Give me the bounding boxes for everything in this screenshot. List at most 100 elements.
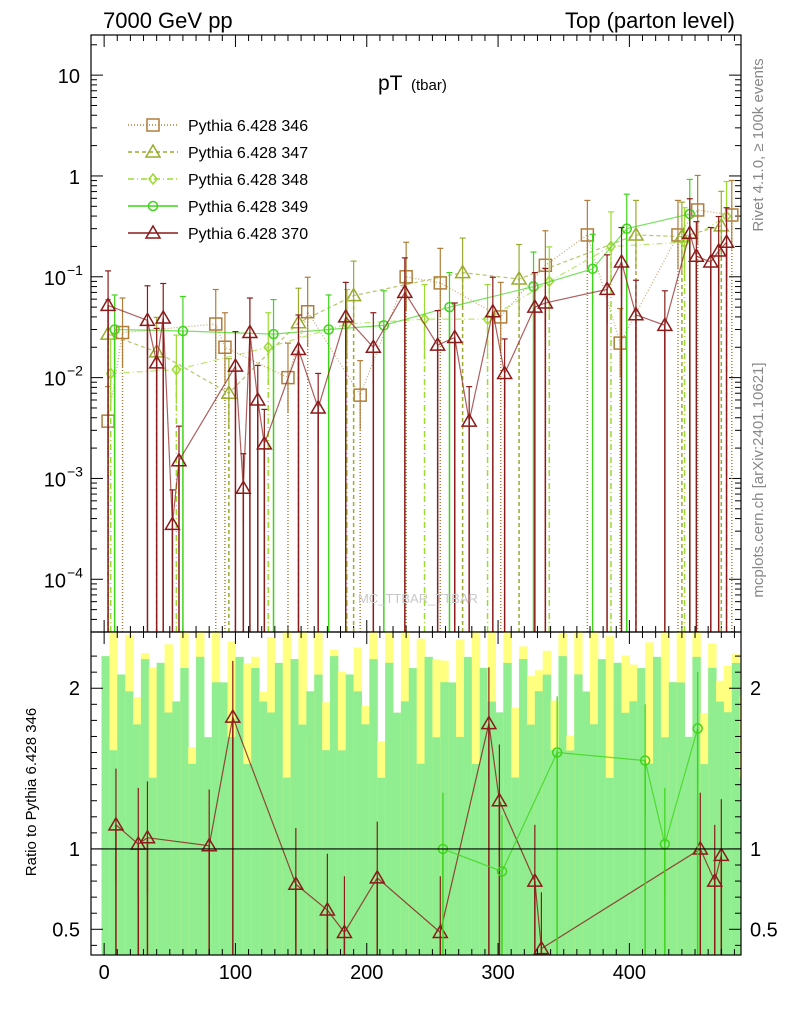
ratio-marks [107, 660, 730, 955]
ratio-series-line [442, 728, 699, 873]
ratio-green-band [172, 701, 181, 955]
ratio-green-band [400, 701, 410, 955]
ratio-data-point [496, 866, 508, 877]
legend-marker [148, 172, 158, 186]
ratio-green-band [227, 737, 236, 955]
data-point [281, 370, 295, 385]
data-point [454, 264, 471, 279]
data-point [725, 208, 739, 222]
ratio-green-band [566, 750, 575, 955]
data-point [337, 308, 355, 323]
data-point [227, 357, 244, 372]
plot-title-main: pT [378, 72, 403, 95]
ratio-green-band [369, 659, 378, 955]
data-point [444, 301, 455, 313]
y-tick-label: 10 [44, 268, 66, 290]
data-point [263, 341, 274, 354]
ratio-green-band [526, 724, 536, 955]
legend-label: Pythia 6.428 347 [188, 145, 308, 162]
ratio-green-band [542, 674, 552, 955]
ratio-green-band [739, 777, 741, 955]
ratio-green-band [259, 701, 268, 955]
ratio-green-band [676, 682, 686, 955]
ratio-green-band [731, 662, 741, 955]
legend-marker [146, 118, 160, 132]
ratio-green-band [109, 750, 118, 955]
data-point [99, 296, 117, 312]
data-point [256, 435, 273, 450]
ratio-plot-frame [90, 631, 742, 956]
data-point [710, 242, 727, 257]
plot-title-sub: (tbar) [411, 77, 447, 94]
ratio-green-band [385, 662, 394, 955]
ratio-green-band [550, 750, 559, 955]
ratio-green-band [637, 668, 646, 955]
data-point [235, 479, 252, 494]
x-tick-label: 200 [350, 962, 383, 984]
ratio-green-band [393, 712, 402, 955]
data-point [656, 316, 674, 332]
data-point [528, 281, 539, 292]
ratio-data-point [712, 846, 730, 862]
data-point [621, 223, 633, 234]
data-point [148, 354, 165, 369]
data-point [268, 328, 279, 340]
ratio-green-band [243, 763, 252, 955]
data-point [496, 364, 513, 380]
ratio-green-band [117, 674, 126, 955]
ratio-green-band [125, 691, 134, 955]
ratio-data-point [706, 872, 724, 887]
data-point [627, 226, 645, 241]
x-tick-label: 100 [219, 962, 252, 984]
ratio-green-band [503, 662, 512, 955]
legend-label: Pythia 6.428 349 [188, 199, 308, 216]
header-right: Top (parton level) [565, 8, 735, 33]
ratio-green-band [479, 667, 489, 955]
data-point [429, 336, 446, 351]
data-point [613, 253, 630, 268]
ratio-y-tick-label: 1 [750, 839, 761, 861]
ratio-green-band [511, 777, 520, 955]
ratio-axes: 0 100 200 300 400 0.5 0.5 1 1 2 2 [52, 632, 778, 984]
ratio-green-band [408, 668, 418, 955]
ratio-green-band [314, 674, 323, 955]
ratio-green-band [101, 656, 110, 955]
data-point [510, 270, 528, 285]
main-plot-marks [99, 174, 739, 632]
data-point [170, 452, 188, 467]
ratio-y-tick-label: 1 [69, 839, 80, 861]
ratio-green-band [329, 656, 339, 955]
data-point [460, 412, 478, 427]
ratio-green-band [723, 712, 733, 955]
ratio-green-band [274, 662, 284, 955]
ratio-green-band [692, 656, 701, 955]
ratio-green-band [290, 659, 299, 955]
legend: Pythia 6.428 346 Pythia 6.428 347 Pythia 6… [128, 118, 308, 243]
ratio-data-point [692, 723, 703, 734]
ratio-green-band [684, 736, 693, 955]
ratio-green-band [668, 682, 678, 955]
ratio-green-band [282, 777, 292, 955]
data-point [164, 515, 181, 531]
ratio-green-band [708, 667, 717, 955]
ratio-green-band [345, 674, 355, 955]
legend-marker [147, 200, 159, 212]
ratio-green-band [582, 691, 591, 955]
ratio-green-band [448, 682, 457, 955]
y-tick-label: 1 [69, 167, 80, 189]
ratio-bands [101, 632, 741, 955]
y-tick-label: 10 [58, 66, 80, 88]
main-plot: pT (tbar) MC_TTBAR_TTBAR Pythia 6.428 34… [44, 34, 742, 633]
ratio-green-band [471, 764, 481, 955]
y-tick-label: 10 [44, 469, 66, 491]
series-line [107, 209, 732, 422]
ratio-data-point [491, 792, 508, 807]
ratio-green-band [180, 668, 189, 955]
ratio-data-point [287, 875, 305, 891]
x-tick-label: 400 [613, 962, 646, 984]
header-left: 7000 GeV pp [103, 8, 233, 33]
ratio-green-band [337, 750, 347, 955]
ratio-data-point [691, 840, 709, 855]
ratio-green-band [306, 691, 315, 955]
